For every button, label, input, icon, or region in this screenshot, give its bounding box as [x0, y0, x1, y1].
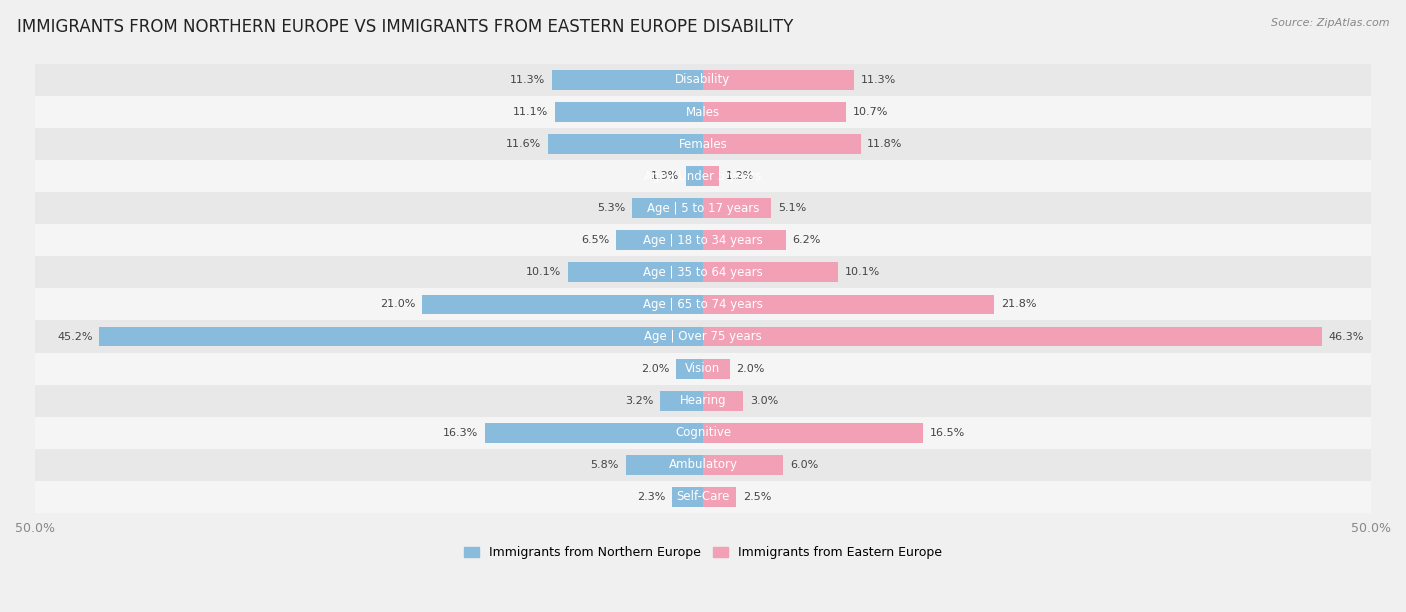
- Text: 6.0%: 6.0%: [790, 460, 818, 470]
- Bar: [35, 128, 1371, 160]
- Text: Cognitive: Cognitive: [675, 426, 731, 439]
- Text: 11.6%: 11.6%: [506, 139, 541, 149]
- Bar: [422, 294, 703, 315]
- Bar: [35, 96, 1371, 128]
- Bar: [616, 230, 703, 250]
- Bar: [35, 384, 1371, 417]
- Bar: [35, 449, 1371, 481]
- Bar: [703, 487, 737, 507]
- Text: Hearing: Hearing: [679, 394, 727, 407]
- Bar: [568, 263, 703, 282]
- Text: 1.3%: 1.3%: [651, 171, 679, 181]
- Text: 2.0%: 2.0%: [641, 364, 669, 373]
- Bar: [555, 102, 703, 122]
- Text: 11.3%: 11.3%: [510, 75, 546, 85]
- Bar: [35, 256, 1371, 288]
- Bar: [35, 417, 1371, 449]
- Bar: [703, 230, 786, 250]
- Bar: [703, 327, 1322, 346]
- Text: Age | 5 to 17 years: Age | 5 to 17 years: [647, 202, 759, 215]
- Bar: [703, 134, 860, 154]
- Text: 11.3%: 11.3%: [860, 75, 896, 85]
- Text: Age | 65 to 74 years: Age | 65 to 74 years: [643, 298, 763, 311]
- Text: 10.1%: 10.1%: [526, 267, 561, 277]
- Text: Females: Females: [679, 138, 727, 151]
- Text: 46.3%: 46.3%: [1329, 332, 1364, 341]
- Bar: [626, 455, 703, 475]
- Text: 5.3%: 5.3%: [598, 203, 626, 213]
- Text: IMMIGRANTS FROM NORTHERN EUROPE VS IMMIGRANTS FROM EASTERN EUROPE DISABILITY: IMMIGRANTS FROM NORTHERN EUROPE VS IMMIG…: [17, 18, 793, 36]
- Text: Source: ZipAtlas.com: Source: ZipAtlas.com: [1271, 18, 1389, 28]
- Text: Age | 18 to 34 years: Age | 18 to 34 years: [643, 234, 763, 247]
- Text: Self-Care: Self-Care: [676, 490, 730, 503]
- Text: 45.2%: 45.2%: [58, 332, 93, 341]
- Bar: [703, 263, 838, 282]
- Bar: [703, 455, 783, 475]
- Bar: [35, 353, 1371, 384]
- Bar: [35, 321, 1371, 353]
- Text: Vision: Vision: [685, 362, 721, 375]
- Text: 16.5%: 16.5%: [931, 428, 966, 438]
- Bar: [35, 224, 1371, 256]
- Bar: [548, 134, 703, 154]
- Text: 21.0%: 21.0%: [381, 299, 416, 310]
- Text: Ambulatory: Ambulatory: [668, 458, 738, 471]
- Text: Disability: Disability: [675, 73, 731, 86]
- Bar: [703, 359, 730, 379]
- Bar: [100, 327, 703, 346]
- Text: 3.2%: 3.2%: [626, 396, 654, 406]
- Bar: [672, 487, 703, 507]
- Bar: [703, 198, 770, 218]
- Text: 3.0%: 3.0%: [749, 396, 778, 406]
- Text: Age | Under 5 years: Age | Under 5 years: [644, 170, 762, 183]
- Text: 2.5%: 2.5%: [744, 492, 772, 502]
- Text: 2.3%: 2.3%: [637, 492, 665, 502]
- Bar: [35, 192, 1371, 224]
- Bar: [703, 70, 853, 90]
- Bar: [703, 102, 846, 122]
- Text: 11.8%: 11.8%: [868, 139, 903, 149]
- Bar: [703, 166, 718, 186]
- Text: Age | 35 to 64 years: Age | 35 to 64 years: [643, 266, 763, 279]
- Bar: [661, 390, 703, 411]
- Bar: [703, 390, 744, 411]
- Bar: [686, 166, 703, 186]
- Text: Males: Males: [686, 105, 720, 119]
- Text: 21.8%: 21.8%: [1001, 299, 1036, 310]
- Text: 5.8%: 5.8%: [591, 460, 619, 470]
- Bar: [35, 481, 1371, 513]
- Bar: [35, 160, 1371, 192]
- Bar: [703, 294, 994, 315]
- Text: Age | Over 75 years: Age | Over 75 years: [644, 330, 762, 343]
- Text: 5.1%: 5.1%: [778, 203, 806, 213]
- Bar: [703, 423, 924, 442]
- Text: 11.1%: 11.1%: [513, 107, 548, 117]
- Text: 2.0%: 2.0%: [737, 364, 765, 373]
- Text: 10.7%: 10.7%: [852, 107, 889, 117]
- Text: 6.5%: 6.5%: [581, 236, 609, 245]
- Text: 6.2%: 6.2%: [793, 236, 821, 245]
- Text: 1.2%: 1.2%: [725, 171, 754, 181]
- Legend: Immigrants from Northern Europe, Immigrants from Eastern Europe: Immigrants from Northern Europe, Immigra…: [458, 541, 948, 564]
- Bar: [485, 423, 703, 442]
- Bar: [633, 198, 703, 218]
- Bar: [35, 64, 1371, 96]
- Text: 16.3%: 16.3%: [443, 428, 478, 438]
- Text: 10.1%: 10.1%: [845, 267, 880, 277]
- Bar: [676, 359, 703, 379]
- Bar: [553, 70, 703, 90]
- Bar: [35, 288, 1371, 321]
